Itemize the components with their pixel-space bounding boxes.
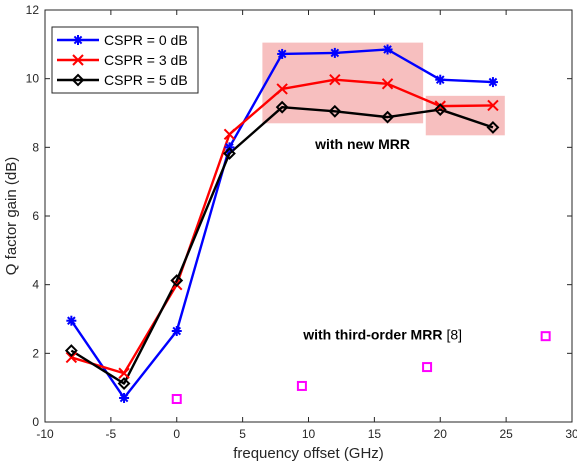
- data-point: [381, 78, 394, 90]
- data-point: [170, 274, 184, 287]
- marker-diamond: [275, 100, 289, 114]
- data-point: [487, 99, 499, 112]
- data-point: [296, 380, 307, 391]
- data-point: [422, 362, 433, 373]
- marker-square: [296, 380, 307, 391]
- data-point: [540, 331, 551, 342]
- marker-x-stroke: [381, 78, 394, 90]
- highlight-regions: [262, 42, 505, 136]
- legend-label: CSPR = 0 dB: [104, 32, 188, 48]
- x-axis-label: frequency offset (GHz): [233, 445, 384, 462]
- legend: CSPR = 0 dB CSPR = 3 dB CSPR = 5 dB: [51, 26, 199, 94]
- legend-label: CSPR = 5 dB: [104, 72, 188, 88]
- data-point: [65, 351, 78, 364]
- marker-x-stroke: [434, 100, 446, 112]
- x-tick-label: 20: [434, 427, 448, 441]
- data-point: [223, 147, 236, 160]
- legend-items: CSPR = 0 dB CSPR = 3 dB CSPR = 5 dB: [57, 32, 188, 88]
- data-point: [382, 44, 393, 55]
- marker-asterisk-stroke: [330, 48, 340, 58]
- x-tick-label: 5: [239, 427, 246, 441]
- x-tick-label: 30: [565, 427, 577, 441]
- x-tick-label: -10: [36, 427, 54, 441]
- data-point: [435, 74, 446, 85]
- annotation-third-order-text: with third-order MRR: [302, 327, 442, 343]
- marker-x-stroke: [223, 128, 236, 140]
- data-point: [487, 77, 498, 88]
- data-point: [486, 121, 500, 134]
- data-point: [223, 128, 236, 140]
- marker-x-stroke: [487, 99, 499, 112]
- data-point: [118, 367, 130, 379]
- marker-square: [540, 331, 551, 342]
- y-tick-label: 4: [32, 278, 39, 292]
- marker-square: [171, 393, 182, 404]
- marker-x-stroke: [65, 351, 78, 364]
- marker-diamond: [223, 147, 236, 160]
- data-point: [64, 344, 78, 358]
- data-point: [381, 110, 394, 124]
- y-tick-label: 0: [32, 415, 39, 429]
- x-tick-label: 0: [173, 427, 180, 441]
- y-tick-label: 12: [26, 3, 40, 17]
- annotation-third-order-ref: [8]: [446, 327, 462, 343]
- marker-asterisk-stroke: [73, 35, 83, 45]
- y-tick-label: 6: [32, 209, 39, 223]
- marker-asterisk-stroke: [172, 326, 182, 336]
- marker-diamond: [117, 377, 131, 390]
- marker-x-stroke: [72, 54, 84, 66]
- marker-asterisk-stroke: [488, 77, 498, 87]
- x-tick-label: 15: [368, 427, 382, 441]
- y-tick-label: 10: [26, 72, 40, 86]
- y-tick-label: 8: [32, 140, 39, 154]
- highlight-region: [262, 42, 424, 124]
- marker-diamond: [381, 110, 394, 124]
- marker-diamond: [64, 344, 78, 358]
- data-point: [328, 104, 342, 118]
- axis-ticks: -10 -5 0 5 10 15 20 25 30 0 2 4 6 8 10 12: [26, 3, 577, 441]
- marker-diamond: [433, 103, 447, 116]
- marker-diamond: [170, 274, 184, 287]
- series-line: [70, 105, 494, 385]
- series-markers: [64, 44, 551, 404]
- marker-diamond: [328, 104, 342, 118]
- marker-square: [422, 362, 433, 373]
- data-point: [433, 103, 447, 116]
- data-point: [275, 100, 289, 114]
- marker-diamond: [71, 73, 85, 87]
- data-point: [329, 47, 340, 58]
- data-point: [329, 73, 341, 86]
- marker-asterisk-stroke: [383, 45, 392, 54]
- data-point: [276, 83, 288, 95]
- y-axis-label: Q factor gain (dB): [3, 157, 20, 275]
- x-tick-label: -5: [106, 427, 117, 441]
- legend-item: CSPR = 3 dB: [57, 52, 188, 68]
- marker-asterisk-stroke: [277, 49, 287, 59]
- legend-item: CSPR = 0 dB: [57, 32, 188, 48]
- marker-x-stroke: [329, 73, 341, 86]
- annotation-new-mrr: with new MRR: [314, 136, 410, 152]
- data-point: [171, 393, 182, 404]
- x-tick-label: 10: [302, 427, 316, 441]
- data-point: [171, 326, 182, 337]
- marker-asterisk-stroke: [67, 316, 76, 326]
- marker-asterisk-stroke: [119, 393, 129, 403]
- data-point: [66, 315, 77, 326]
- data-point: [119, 392, 130, 403]
- y-tick-label: 2: [32, 346, 39, 360]
- highlight-region: [425, 95, 505, 136]
- marker-asterisk-stroke: [435, 75, 445, 85]
- annotation-third-order-mrr: with third-order MRR [8]: [302, 327, 462, 343]
- marker-x-stroke: [276, 83, 288, 95]
- legend-item: CSPR = 5 dB: [57, 72, 188, 88]
- x-tick-label: 25: [499, 427, 513, 441]
- data-point: [117, 377, 131, 390]
- legend-label: CSPR = 3 dB: [104, 52, 188, 68]
- marker-diamond: [486, 121, 500, 134]
- data-point: [277, 48, 288, 59]
- marker-x-stroke: [118, 367, 130, 379]
- annotations: with new MRR with third-order MRR [8]: [302, 136, 462, 343]
- data-point: [434, 100, 446, 112]
